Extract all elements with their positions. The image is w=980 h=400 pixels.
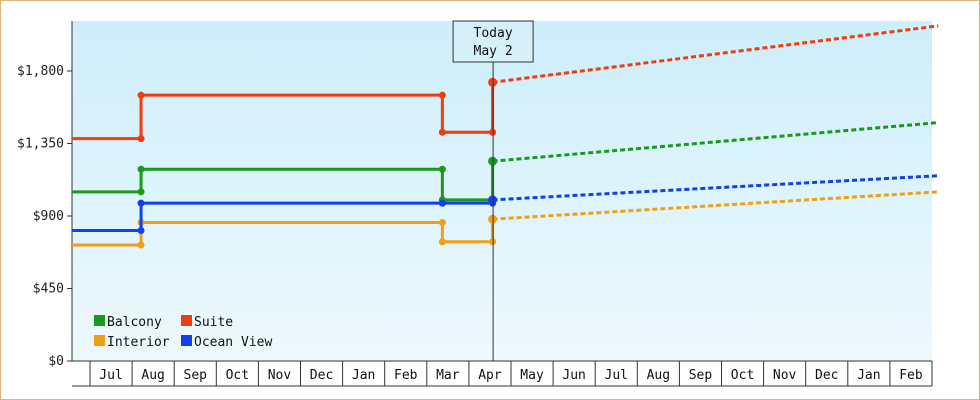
legend-label: Balcony — [107, 315, 162, 330]
month-label: Feb — [394, 368, 418, 383]
today-marker: Today May 2 — [452, 20, 534, 361]
legend: Balcony Suite Interior Ocean View — [94, 315, 272, 350]
data-point — [137, 165, 145, 173]
today-box — [452, 20, 534, 63]
legend-item: Suite — [181, 315, 233, 330]
month-label: Nov — [773, 368, 797, 383]
data-point — [438, 128, 446, 136]
legend-swatch — [94, 315, 105, 326]
month-label: Oct — [226, 368, 249, 383]
series-line-forecast — [492, 190, 939, 221]
month-label: Nov — [268, 368, 292, 383]
data-point — [137, 91, 145, 99]
data-point — [137, 241, 145, 249]
legend-label: Interior — [107, 335, 170, 350]
x-axis: Jul Aug Sep Oct Nov Dec Jan Feb Mar Apr May Jun Jul A… — [72, 360, 933, 387]
month-label: Sep — [184, 368, 208, 383]
today-label: Today — [474, 26, 513, 41]
today-date-label: May 2 — [474, 44, 513, 59]
month-label: Jul — [99, 368, 122, 383]
y-tick-label: $1,800 — [17, 64, 64, 79]
data-point — [137, 199, 145, 207]
legend-label: Suite — [194, 315, 233, 330]
month-label: Dec — [310, 368, 333, 383]
series-line-forecast — [492, 121, 939, 163]
month-label: Jun — [562, 368, 585, 383]
month-label: Mar — [436, 368, 460, 383]
legend-item: Ocean View — [181, 335, 272, 350]
series-line-forecast — [492, 24, 939, 84]
month-label: Dec — [815, 368, 838, 383]
month-label: Feb — [899, 368, 923, 383]
y-tick-label: $1,350 — [17, 137, 64, 152]
legend-swatch — [181, 335, 192, 346]
y-tick-label: $450 — [33, 282, 64, 297]
data-point — [137, 188, 145, 196]
y-tick-label: $900 — [33, 209, 64, 224]
month-label: Aug — [647, 368, 670, 383]
data-point — [438, 91, 446, 99]
plot-area — [72, 21, 932, 361]
legend-swatch — [181, 315, 192, 326]
month-label: Jul — [605, 368, 628, 383]
data-point — [438, 165, 446, 173]
month-label: May — [520, 368, 544, 383]
y-axis: $0 $450 $900 $1,350 $1,800 — [17, 21, 73, 369]
month-label: Aug — [141, 368, 164, 383]
month-label: Jan — [352, 368, 375, 383]
data-point — [438, 238, 446, 246]
month-label: Apr — [478, 368, 502, 383]
series-line-forecast — [492, 174, 939, 202]
y-tick-label: $0 — [48, 354, 64, 369]
data-point — [438, 199, 446, 207]
legend-item: Interior — [94, 335, 170, 350]
month-label: Sep — [689, 368, 713, 383]
legend-item: Balcony — [94, 315, 162, 330]
month-label: Jan — [857, 368, 880, 383]
data-point — [137, 135, 145, 143]
legend-swatch — [94, 335, 105, 346]
data-point — [438, 218, 446, 226]
month-label: Oct — [731, 368, 754, 383]
legend-label: Ocean View — [194, 335, 272, 350]
data-point — [137, 227, 145, 234]
